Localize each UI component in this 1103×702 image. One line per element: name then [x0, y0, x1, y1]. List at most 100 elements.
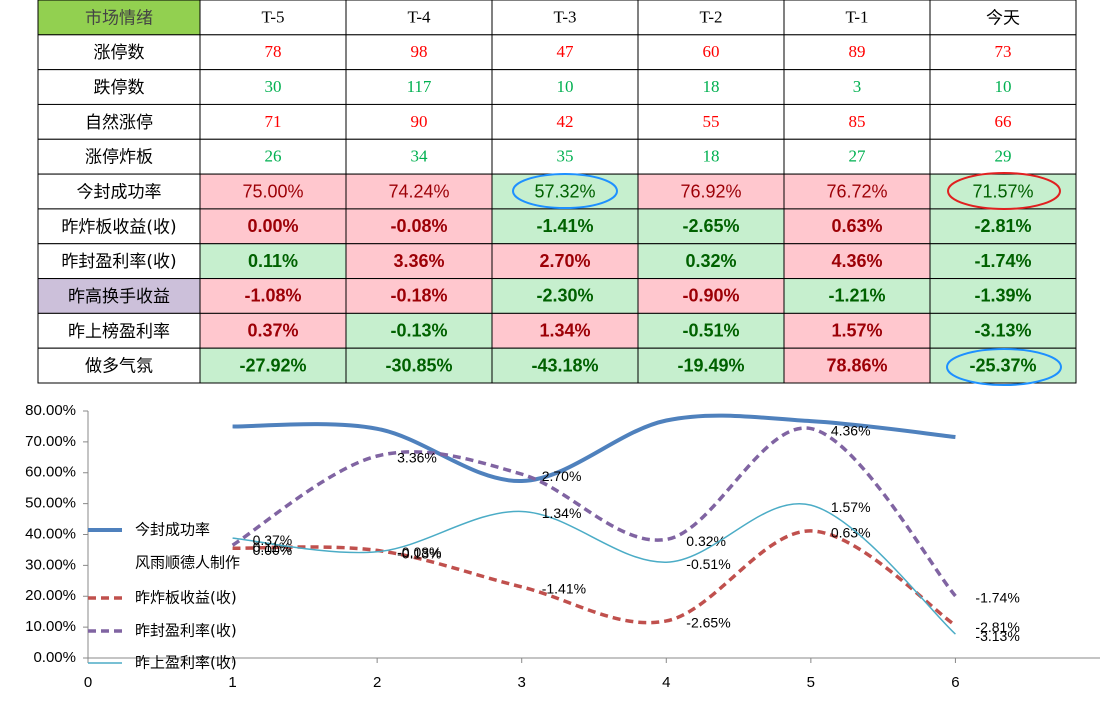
row-label: 昨封盈利率(收)	[61, 252, 176, 272]
legend-label: 昨封盈利率(收)	[135, 622, 237, 640]
header-cell	[929, 0, 1077, 36]
y-tick-label: 20.00%	[25, 587, 76, 604]
cell	[491, 312, 639, 349]
row-label-cell	[37, 69, 201, 105]
cell	[637, 138, 785, 175]
legend-note: 风雨顺德人制作	[135, 554, 240, 572]
cell-value: 18	[703, 77, 720, 96]
data-label: 1.34%	[542, 505, 582, 521]
cell	[199, 34, 347, 71]
cell	[637, 69, 785, 105]
cell	[783, 138, 931, 175]
cell-value: 78.86%	[826, 355, 887, 375]
cell	[783, 208, 931, 245]
cell-value: 90	[411, 112, 428, 131]
data-label: -0.08%	[397, 544, 441, 560]
cell-value: 35	[557, 147, 574, 166]
cell	[345, 69, 493, 105]
cell-value: 71.57%	[972, 181, 1033, 201]
cell-value: 75.00%	[242, 181, 303, 201]
cell	[929, 278, 1077, 314]
cell-value: 55	[703, 112, 720, 131]
chart: 0.00% 10.00% 20.00% 30.00% 40.00% 50.00% 60.00…	[25, 402, 1100, 691]
cell-value: -1.21%	[828, 286, 885, 306]
cell-value: 66	[995, 112, 1012, 131]
data-label: 1.57%	[831, 499, 871, 515]
header-text: 市场情绪	[85, 8, 153, 28]
row-label: 昨高换手收益	[68, 287, 170, 307]
header-cell	[37, 0, 201, 36]
cell	[783, 347, 931, 384]
cell-value: -43.18%	[531, 355, 598, 375]
cell-value: -19.49%	[677, 355, 744, 375]
x-tick-label: 5	[807, 674, 815, 691]
cell	[783, 69, 931, 105]
series-line	[232, 529, 957, 627]
cell	[783, 103, 931, 140]
cell-value: 89	[849, 42, 866, 61]
row-label-cell	[37, 243, 201, 280]
row-label-cell	[37, 34, 201, 71]
header-text: T-5	[262, 7, 285, 26]
x-tick-label: 2	[373, 674, 381, 691]
cell-value: 74.24%	[388, 181, 449, 201]
data-label: 2.70%	[542, 468, 582, 484]
cell-value: 0.37%	[247, 321, 298, 341]
cell	[199, 312, 347, 349]
cell-value: 10	[995, 77, 1012, 96]
row-label: 自然涨停	[85, 113, 153, 133]
cell-value: 29	[995, 147, 1012, 166]
cell	[491, 69, 639, 105]
cell	[783, 34, 931, 71]
header-text: T-1	[846, 7, 869, 26]
cell-value: 1.57%	[831, 321, 882, 341]
row-label: 今封成功率	[77, 183, 162, 203]
data-label: 4.36%	[831, 422, 871, 438]
cell-value: 3	[853, 77, 862, 96]
cell-value: -1.39%	[974, 286, 1031, 306]
cell	[929, 69, 1077, 105]
cell	[637, 243, 785, 280]
cell-value: 98	[411, 42, 428, 61]
legend-label: 今封成功率	[135, 521, 210, 539]
cell-value: 73	[995, 42, 1012, 61]
cell	[637, 34, 785, 71]
header-text: T-4	[408, 7, 431, 26]
data-label: -1.41%	[542, 581, 586, 597]
cell-value: 117	[407, 77, 432, 96]
cell-value: -3.13%	[974, 321, 1031, 341]
cell-value: -0.08%	[390, 216, 447, 236]
cell	[637, 208, 785, 245]
cell	[637, 347, 785, 384]
highlight-circle	[512, 173, 618, 209]
cell-value: -0.18%	[390, 286, 447, 306]
cell-value: 57.32%	[534, 181, 595, 201]
row-label: 涨停数	[94, 43, 145, 63]
x-tick-label: 1	[228, 674, 236, 691]
series-line	[232, 502, 956, 635]
row-label: 涨停炸板	[85, 148, 153, 168]
cell	[199, 347, 347, 384]
cell-value: -27.92%	[239, 355, 306, 375]
cell-value: 85	[849, 112, 866, 131]
cell	[929, 138, 1077, 175]
row-label: 昨炸板收益(收)	[61, 217, 176, 237]
row-label-cell	[37, 173, 201, 210]
data-label: -2.81%	[975, 619, 1019, 635]
cell	[199, 278, 347, 314]
cell-value: 34	[411, 147, 429, 166]
cell-value: 26	[265, 147, 282, 166]
cell-value: 0.00%	[247, 216, 298, 236]
header-text: T-2	[700, 7, 723, 26]
cell	[783, 243, 931, 280]
cell-value: -0.51%	[682, 321, 739, 341]
cell-value: 0.32%	[685, 251, 736, 271]
cell	[345, 243, 493, 280]
highlight-circle	[947, 172, 1061, 210]
cell-value: -0.13%	[390, 321, 447, 341]
cell	[199, 138, 347, 175]
cell-value: -25.37%	[969, 355, 1036, 375]
